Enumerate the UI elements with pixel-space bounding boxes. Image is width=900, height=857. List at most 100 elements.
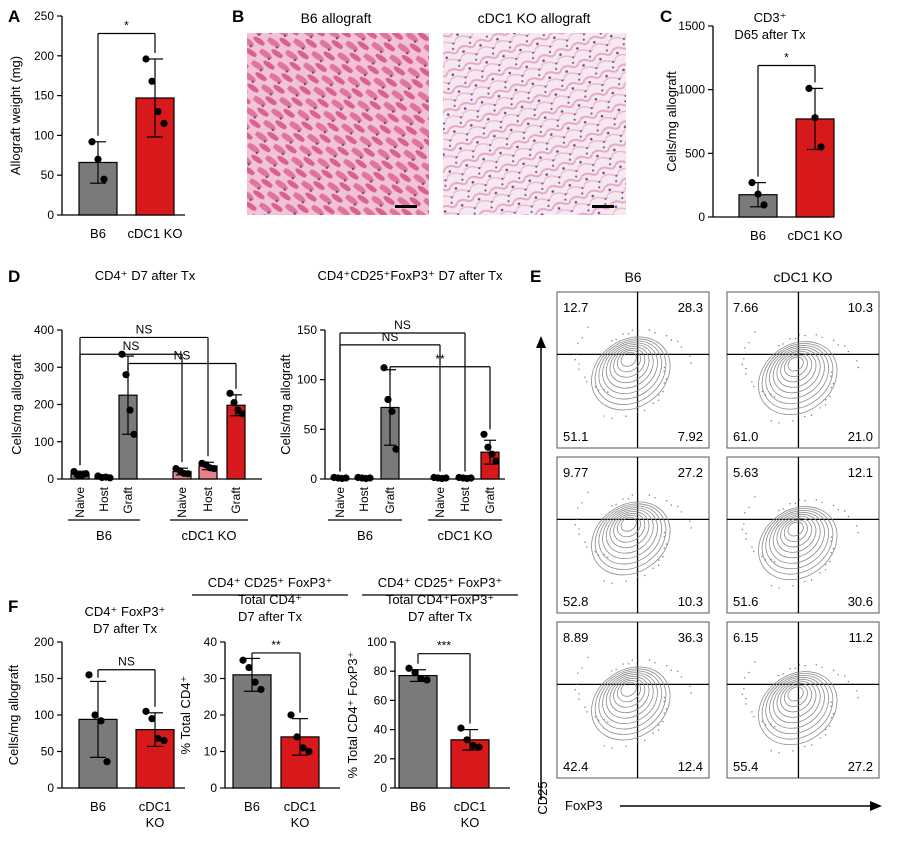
event-dot xyxy=(804,745,806,748)
contour-ring xyxy=(616,679,641,703)
y-tick-label: 100 xyxy=(34,708,54,722)
panel-label-c: C xyxy=(660,7,672,26)
histology-panel: B6 allograft cDC1 KO allograft xyxy=(247,10,626,215)
event-dot xyxy=(680,511,683,513)
event-dot xyxy=(778,752,780,754)
event-dot xyxy=(770,723,772,726)
event-dot xyxy=(830,701,833,703)
contour-ring xyxy=(769,346,825,399)
event-dot xyxy=(770,420,772,422)
event-dot xyxy=(637,660,639,662)
event-dot xyxy=(810,744,813,746)
event-dot xyxy=(856,525,858,527)
event-dot xyxy=(648,494,651,496)
histology-image-ko xyxy=(443,33,626,215)
event-dot xyxy=(770,750,772,752)
event-dot xyxy=(810,414,813,416)
data-point xyxy=(760,201,768,209)
event-dot xyxy=(643,739,646,742)
data-point xyxy=(85,671,93,679)
data-point xyxy=(148,715,156,723)
event-dot xyxy=(741,363,743,366)
data-point xyxy=(122,371,130,379)
event-dot xyxy=(665,335,668,337)
y-tick-label: 150 xyxy=(34,89,54,103)
contour-ring xyxy=(594,668,667,735)
event-dot xyxy=(594,386,596,388)
event-dot xyxy=(625,745,627,747)
contour-ring xyxy=(616,349,641,373)
bar xyxy=(232,674,272,789)
event-dot xyxy=(603,553,605,556)
contour-ring xyxy=(769,676,825,729)
event-dot xyxy=(844,510,846,512)
event-dot xyxy=(607,556,609,558)
bar xyxy=(135,728,175,789)
event-dot xyxy=(658,394,660,396)
data-point xyxy=(287,711,295,719)
contour-ring xyxy=(620,516,637,532)
y-tick-label: 100 xyxy=(367,635,387,649)
event-dot xyxy=(830,717,833,719)
contour-ring xyxy=(602,672,658,724)
event-dot xyxy=(584,376,586,378)
data-point xyxy=(417,674,425,683)
event-dot xyxy=(761,555,763,558)
chart-e: B6 cDC1 KO 12.7 28.3 51.1 7.92 7.66 10.3 61.0 21.… xyxy=(535,269,882,815)
data-point xyxy=(384,395,392,404)
contour-ring xyxy=(616,514,641,538)
group-label: cDC1 KO xyxy=(438,528,493,543)
y-tick-label: 50 xyxy=(41,168,55,182)
event-dot xyxy=(847,680,850,683)
event-dot xyxy=(578,698,580,701)
significance-label: NS xyxy=(394,318,411,332)
data-point xyxy=(126,406,134,414)
event-dot xyxy=(830,536,833,538)
event-dot xyxy=(637,495,639,497)
event-dot xyxy=(804,334,806,337)
y-axis-label: Cells/mg allograft xyxy=(9,354,24,455)
event-dot xyxy=(658,724,660,726)
event-dot xyxy=(743,687,745,690)
y-tick-label: 20 xyxy=(374,752,388,766)
quadrant-value-ur: 27.2 xyxy=(678,465,703,480)
event-dot xyxy=(778,674,780,677)
scale-bar-ko xyxy=(592,205,614,208)
event-dot xyxy=(690,527,692,529)
data-point xyxy=(154,734,162,742)
contour-ring xyxy=(761,673,834,740)
event-dot xyxy=(615,668,617,671)
data-point xyxy=(305,747,313,756)
data-point xyxy=(392,445,400,453)
x-tick-label: cDC1 KO xyxy=(128,226,183,241)
contour-ring xyxy=(594,503,667,570)
event-dot xyxy=(576,518,578,520)
event-dot xyxy=(761,720,763,723)
contour-ring xyxy=(613,348,646,378)
y-tick-label: 100 xyxy=(34,128,54,142)
plot-frame xyxy=(726,621,880,779)
data-point xyxy=(142,55,150,63)
event-dot xyxy=(689,685,691,687)
event-dot xyxy=(832,548,835,550)
event-dot xyxy=(574,359,576,361)
x-tick-label: B6 xyxy=(90,226,106,241)
event-dot xyxy=(751,546,753,548)
event-dot xyxy=(577,507,579,509)
data-point xyxy=(251,678,259,686)
event-dot xyxy=(847,515,850,518)
event-dot xyxy=(821,666,823,669)
x-tick-label: B6 xyxy=(750,228,766,243)
contour-ring xyxy=(613,678,646,708)
data-point xyxy=(817,143,825,151)
x-tick-label: Graft xyxy=(483,486,497,513)
event-dot xyxy=(603,745,606,747)
event-dot xyxy=(744,677,746,679)
quadrant-value-lr: 27.2 xyxy=(848,759,873,774)
event-dot xyxy=(837,344,839,346)
event-dot xyxy=(663,712,666,714)
event-dot xyxy=(615,503,617,506)
event-dot xyxy=(654,332,656,334)
event-dot xyxy=(594,551,596,553)
column-title: cDC1 KO xyxy=(773,269,832,285)
